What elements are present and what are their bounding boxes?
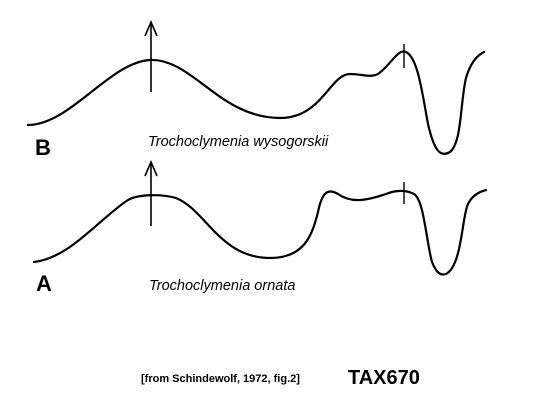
- species-name-a: Trochoclymenia ornata: [149, 278, 296, 294]
- panel-letter-a: A: [36, 271, 52, 296]
- suture-line-b: [26, 50, 486, 155]
- figure-code: TAX670: [348, 367, 420, 389]
- source-citation: [from Schindewolf, 1972, fig.2]: [141, 373, 300, 385]
- species-name-b: Trochoclymenia wysogorskii: [148, 134, 329, 150]
- suture-line-a: [32, 188, 488, 276]
- arrow-head-b: [144, 19, 158, 37]
- panel-letter-b: B: [35, 135, 51, 160]
- arrow-head-a: [144, 159, 158, 177]
